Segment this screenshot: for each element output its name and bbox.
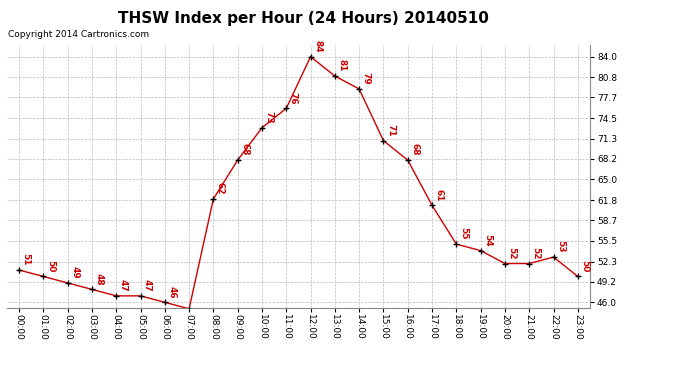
Text: 47: 47	[119, 279, 128, 292]
Text: 46: 46	[167, 285, 176, 298]
Text: 47: 47	[143, 279, 152, 292]
Text: 49: 49	[70, 266, 79, 279]
Text: 50: 50	[580, 260, 589, 272]
Text: 62: 62	[216, 182, 225, 195]
Text: 52: 52	[532, 247, 541, 259]
Text: THSW  (°F): THSW (°F)	[515, 32, 579, 42]
Text: Copyright 2014 Cartronics.com: Copyright 2014 Cartronics.com	[8, 30, 150, 39]
Text: 45: 45	[0, 374, 1, 375]
Text: 68: 68	[240, 143, 249, 156]
Text: 84: 84	[313, 40, 322, 53]
Text: 61: 61	[435, 189, 444, 201]
Text: 76: 76	[288, 92, 297, 104]
Text: 55: 55	[459, 228, 468, 240]
Text: 71: 71	[386, 124, 395, 136]
Text: 53: 53	[556, 240, 565, 253]
Text: 68: 68	[410, 143, 420, 156]
Text: 79: 79	[362, 72, 371, 85]
Text: 51: 51	[21, 254, 30, 266]
Text: 81: 81	[337, 59, 346, 72]
Text: 50: 50	[46, 260, 55, 272]
Text: 73: 73	[264, 111, 273, 124]
Text: 54: 54	[483, 234, 492, 246]
Text: 52: 52	[507, 247, 516, 259]
Text: 48: 48	[95, 273, 103, 285]
Text: THSW Index per Hour (24 Hours) 20140510: THSW Index per Hour (24 Hours) 20140510	[118, 11, 489, 26]
